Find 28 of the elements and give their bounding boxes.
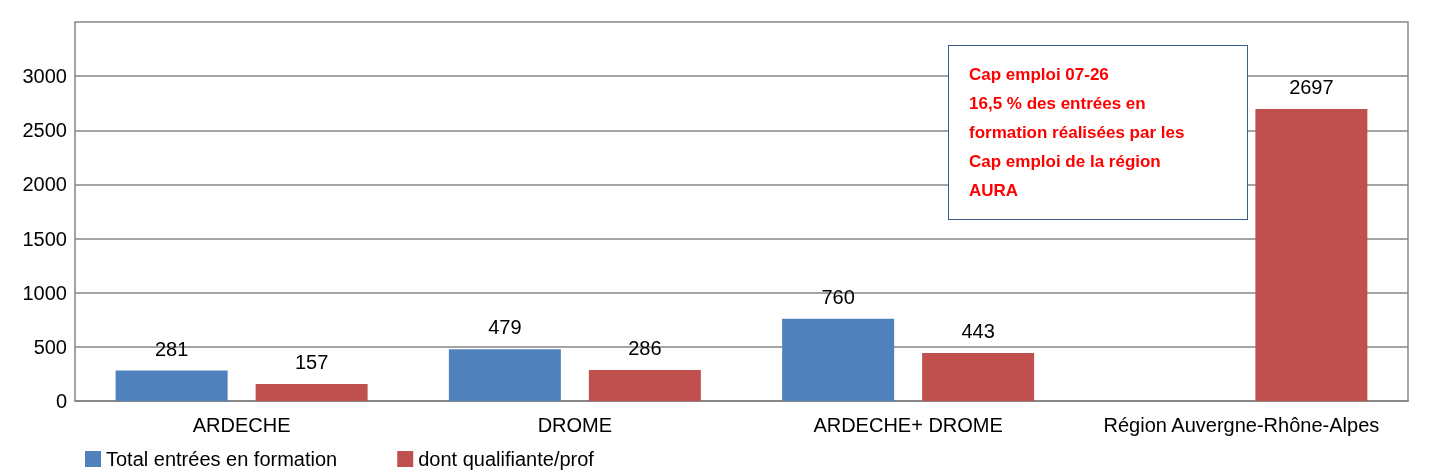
data-label: 157 (294, 351, 329, 373)
note-box: Cap emploi 07-26 16,5 % des entrées en formation réalisées par les Cap emploi de la région AURA (948, 45, 1248, 220)
y-tick-label: 500 (33, 335, 67, 358)
x-tick-label: Région Auvergne-Rhône-Alpes (1103, 414, 1380, 436)
y-tick-label: 2500 (22, 119, 67, 142)
bar (255, 384, 368, 401)
data-label: 760 (821, 285, 855, 308)
x-tick-label: DROME (537, 414, 613, 436)
data-label: 479 (488, 316, 522, 339)
y-tick-label: 1000 (22, 281, 67, 304)
legend-label: Total entrées en formation (106, 448, 338, 470)
y-tick-label: 3000 (22, 65, 67, 88)
bar (782, 318, 895, 401)
bar (922, 353, 1035, 401)
data-label: 2697 (1289, 75, 1334, 98)
y-tick-label: 2000 (22, 173, 67, 196)
y-tick-label: 0 (55, 390, 67, 412)
y-tick-label: 1500 (22, 227, 67, 250)
bar (448, 349, 561, 401)
data-label: 443 (961, 320, 995, 343)
x-tick-label: ARDECHE+ DROME (813, 414, 1003, 436)
legend-label: dont qualifiante/prof (418, 448, 595, 470)
bar (1255, 108, 1368, 401)
bar (588, 370, 701, 401)
x-tick-label: ARDECHE (192, 414, 291, 436)
data-label: 281 (154, 337, 189, 360)
data-label: 286 (628, 337, 662, 360)
bar (115, 370, 228, 401)
